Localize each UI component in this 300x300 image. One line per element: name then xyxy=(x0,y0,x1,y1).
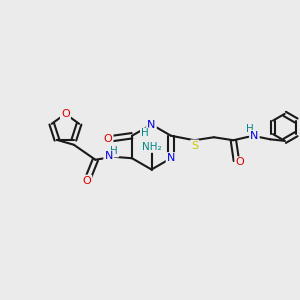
Text: H: H xyxy=(110,146,118,156)
Text: H: H xyxy=(141,128,149,139)
Text: N: N xyxy=(167,153,175,163)
Text: S: S xyxy=(191,141,198,151)
Text: O: O xyxy=(236,158,244,167)
Text: O: O xyxy=(61,109,70,119)
Text: NH₂: NH₂ xyxy=(142,142,161,152)
Text: O: O xyxy=(82,176,91,186)
Text: H: H xyxy=(246,124,254,134)
Text: N: N xyxy=(104,152,113,161)
Text: N: N xyxy=(147,119,156,130)
Text: O: O xyxy=(103,134,112,144)
Text: N: N xyxy=(250,131,259,141)
